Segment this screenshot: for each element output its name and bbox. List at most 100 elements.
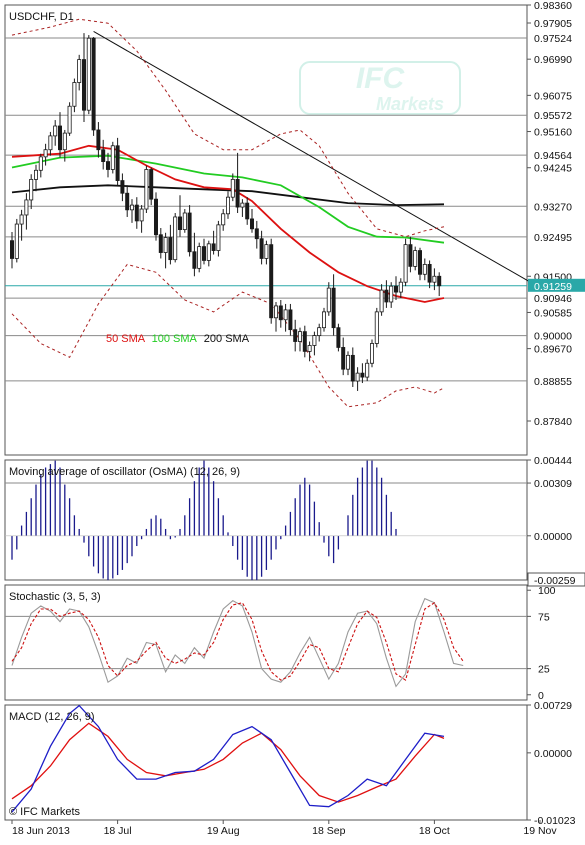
candle <box>139 205 144 233</box>
osma-tick-label: -0.00259 <box>534 575 576 587</box>
osma-neg-label-box <box>527 572 585 587</box>
candle <box>317 323 322 342</box>
candle <box>297 327 302 352</box>
candle-body-down <box>158 234 163 253</box>
candle <box>350 347 355 387</box>
candle <box>374 307 379 348</box>
candle <box>187 205 192 257</box>
candle-body-up <box>312 335 317 346</box>
candle-body-down <box>153 198 158 236</box>
sma-200-line <box>11 184 445 207</box>
candle-body-down <box>393 285 398 293</box>
candle <box>326 282 331 316</box>
candle-body-down <box>437 275 442 287</box>
stoch-tick-label: 0 <box>538 690 544 702</box>
candle <box>72 78 77 113</box>
candle-body-up <box>240 202 245 208</box>
candle <box>341 337 346 376</box>
level-label-bg <box>527 328 585 343</box>
candle-body-down <box>125 192 130 211</box>
candle <box>9 231 14 269</box>
legend-100-sma: 100 SMA <box>152 333 198 345</box>
candle-body-up <box>389 285 394 303</box>
candle <box>14 218 19 263</box>
candle-body-down <box>360 372 365 378</box>
candle-body-up <box>48 135 53 151</box>
candle <box>269 238 274 324</box>
candle <box>163 232 168 269</box>
candle-body-down <box>245 202 250 220</box>
candle-body-up <box>317 327 322 336</box>
candle-body-down <box>235 178 240 208</box>
candle-body-up <box>206 243 211 261</box>
candle-body-down <box>120 180 125 194</box>
candle <box>43 143 48 166</box>
candle <box>211 230 216 255</box>
candle-body-up <box>403 244 408 283</box>
candle-body-up <box>24 199 29 216</box>
candle-body-up <box>86 37 91 111</box>
candle-body-down <box>293 329 298 342</box>
candle-body-up <box>72 82 77 107</box>
current-price-badge <box>528 278 585 292</box>
candle <box>58 112 63 158</box>
candle <box>264 240 269 265</box>
candle <box>197 242 202 273</box>
candle-body-down <box>115 145 120 181</box>
candle <box>134 197 139 229</box>
candle <box>417 247 422 281</box>
candle-body-up <box>230 178 235 198</box>
candle-body-down <box>168 237 173 261</box>
candle <box>398 278 403 299</box>
candle <box>201 238 206 265</box>
candle <box>413 246 418 271</box>
candle <box>225 191 230 219</box>
candle <box>365 359 370 382</box>
candle <box>206 240 211 267</box>
candle-body-up <box>297 331 302 342</box>
stoch-main-line <box>11 597 464 688</box>
candle-body-down <box>58 125 63 151</box>
candle-body-down <box>269 244 274 319</box>
level-label: 0.92495 <box>534 232 572 244</box>
candle <box>249 209 254 233</box>
candle <box>240 199 245 217</box>
candle-body-up <box>283 309 288 321</box>
candle-body-down <box>408 244 413 267</box>
candle <box>437 272 442 297</box>
symbol-title: USDCHF, D1 <box>9 11 74 23</box>
osma-tick-label: 0.00444 <box>534 455 572 467</box>
candle <box>101 139 106 170</box>
candle <box>216 220 221 257</box>
y-tick-label: 0.90585 <box>534 307 572 319</box>
level-label-bg <box>527 198 585 213</box>
candle-body-down <box>249 218 254 230</box>
candle <box>221 209 226 231</box>
level-label: 0.88855 <box>534 376 572 388</box>
bollinger-upper-band <box>11 18 445 238</box>
watermark-frame <box>299 61 461 115</box>
candle <box>106 152 111 178</box>
candle <box>86 35 91 115</box>
stoch-tick-label: 100 <box>538 585 556 597</box>
candle <box>120 173 125 202</box>
x-tick-label: 19 Aug <box>207 825 240 837</box>
stoch-title: Stochastic (3, 5, 3) <box>9 591 101 603</box>
candle-body-down <box>211 243 216 251</box>
candle-body-up <box>62 132 67 151</box>
candle <box>422 258 427 281</box>
candle <box>177 195 182 237</box>
candle <box>158 228 163 259</box>
candle-body-down <box>106 161 111 170</box>
x-tick-label: 18 Jun 2013 <box>12 825 70 837</box>
watermark-ifc: IFC <box>356 62 406 95</box>
candle <box>408 236 413 273</box>
candle-body-up <box>197 246 202 269</box>
x-tick-label: 19 Nov <box>523 825 557 837</box>
x-tick-label: 18 Jul <box>104 825 132 837</box>
candle-body-up <box>173 216 178 261</box>
x-tick-label: 18 Sep <box>312 825 345 837</box>
candle <box>19 209 24 241</box>
